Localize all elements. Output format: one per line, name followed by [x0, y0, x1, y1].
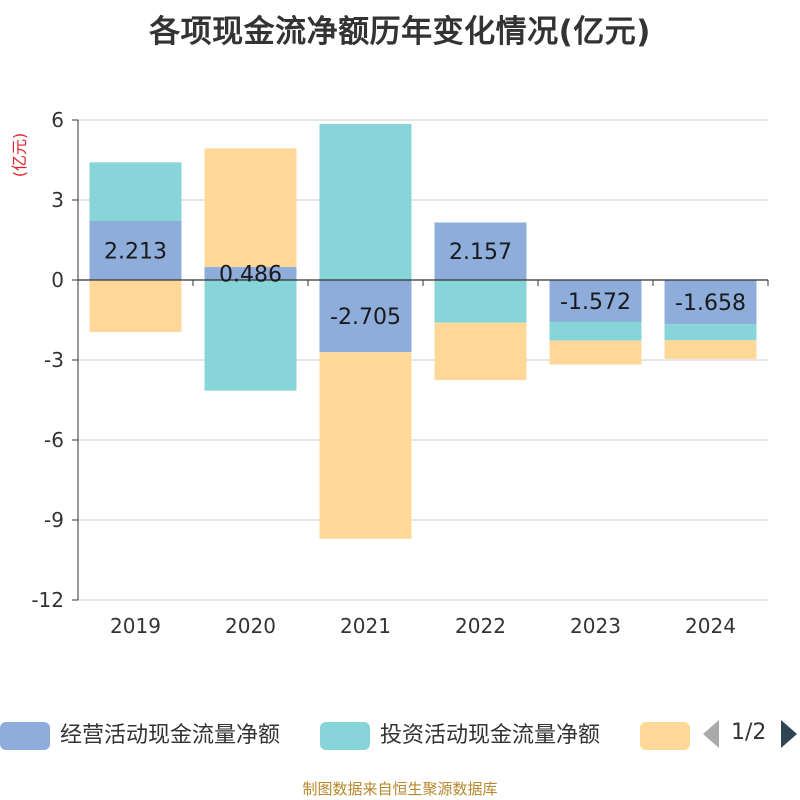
bar-2019-series-1 — [89, 220, 182, 280]
x-tick-label: 2019 — [110, 614, 161, 638]
data-label: 2.213 — [104, 239, 167, 264]
bar-2022-series-1 — [434, 222, 527, 280]
bar-2020-series-3 — [204, 148, 297, 268]
data-label: -1.658 — [675, 291, 746, 316]
x-tick-label: 2021 — [340, 614, 391, 638]
legend: 经营活动现金流量净额 投资活动现金流量净额 — [0, 714, 800, 758]
bar-2019-series-3 — [89, 280, 182, 332]
legend-prev-page-icon[interactable] — [703, 720, 719, 748]
legend-swatch — [0, 722, 50, 750]
bar-2024-series-3 — [664, 340, 757, 359]
legend-next-page-icon[interactable] — [781, 720, 797, 748]
x-tick-label: 2023 — [570, 614, 621, 638]
data-source-note: 制图数据来自恒生聚源数据库 — [302, 780, 498, 798]
bar-2023-series-3 — [549, 340, 642, 365]
y-tick-label: -9 — [44, 508, 64, 532]
bar-2022-series-2 — [434, 280, 527, 323]
data-label: 2.157 — [449, 240, 512, 265]
bar-2021-series-3 — [319, 352, 412, 539]
y-tick-label: -6 — [44, 428, 64, 452]
bar-2023-series-2 — [549, 321, 642, 341]
y-tick-label: -3 — [44, 348, 64, 372]
bar-2024-series-2 — [664, 324, 757, 341]
bar-2021-series-1 — [319, 280, 412, 353]
chart-title: 各项现金流净额历年变化情况(亿元) — [149, 14, 651, 50]
x-tick-label: 2024 — [685, 614, 736, 638]
y-tick-label: 6 — [51, 108, 64, 132]
bar-2023-series-1 — [549, 280, 642, 322]
legend-swatch — [640, 722, 690, 750]
data-label: 0.486 — [219, 263, 282, 288]
bar-2020-series-2 — [204, 280, 297, 391]
legend-swatch — [320, 722, 370, 750]
y-tick-label: 0 — [51, 268, 64, 292]
bar-2019-series-2 — [89, 162, 182, 221]
legend-label: 经营活动现金流量净额 — [60, 723, 281, 748]
y-tick-label: 3 — [51, 188, 64, 212]
bar-2021-series-2 — [319, 124, 412, 280]
chart-plot: 6 3 0 -3 -6 -9 -12 2019 2020 2021 2022 2023 2024 2.2… — [31, 108, 769, 638]
x-tick-label: 2020 — [225, 614, 276, 638]
x-tick-label: 2022 — [455, 614, 506, 638]
legend-page-indicator: 1/2 — [731, 720, 767, 745]
bar-2022-series-3 — [434, 322, 527, 380]
y-tick-label: -12 — [31, 588, 64, 612]
bar-2024-series-1 — [664, 280, 757, 325]
data-label: -2.705 — [330, 305, 401, 330]
data-label: -1.572 — [560, 290, 631, 315]
legend-label: 投资活动现金流量净额 — [380, 723, 601, 748]
bar-2020-series-1 — [204, 267, 297, 280]
